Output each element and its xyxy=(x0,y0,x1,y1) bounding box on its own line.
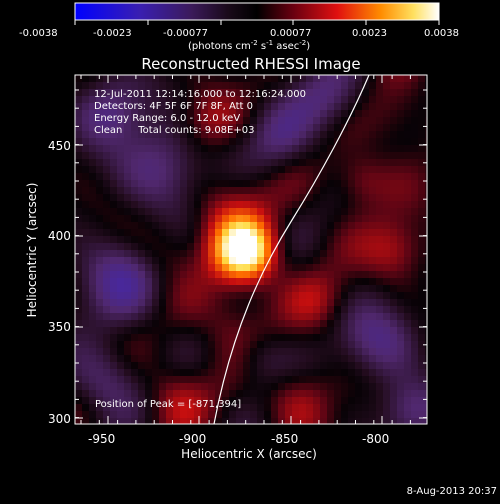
y-tick-label-1: 400 xyxy=(48,229,71,243)
solar-limb-line xyxy=(213,75,370,424)
colorbar-tick-label-3: 0.00077 xyxy=(270,28,311,39)
axis-ticks xyxy=(75,75,427,424)
y-tick-label-0: 450 xyxy=(48,139,71,153)
rhessi-image xyxy=(75,75,427,424)
y-tick-label-2: 350 xyxy=(48,320,71,334)
info-line-energy: Energy Range: 6.0 - 12.0 keV xyxy=(94,113,240,124)
colorbar-gradient xyxy=(74,2,440,21)
colorbar-units: (photons cm-2 s-1 asec-2) xyxy=(188,39,310,52)
plot-frame xyxy=(74,74,428,425)
footer-date: 8-Aug-2013 20:37 xyxy=(407,486,497,497)
x-tick-label-2: -850 xyxy=(271,432,298,446)
y-tick-label-3: 300 xyxy=(48,412,71,426)
x-tick-label-3: -800 xyxy=(362,432,389,446)
y-axis-label: Heliocentric Y (arcsec) xyxy=(25,183,39,318)
x-tick-label-1: -900 xyxy=(179,432,206,446)
colorbar-tick-label-2: -0.00077 xyxy=(163,28,208,39)
colorbar-tick-label-1: -0.0023 xyxy=(93,28,132,39)
colorbar-tick-label-4: 0.0023 xyxy=(352,28,387,39)
peak-position-label: Position of Peak = [-871,394] xyxy=(95,399,241,410)
image-title: Reconstructed RHESSI Image xyxy=(141,55,360,73)
colorbar-tick-label-5: 0.0038 xyxy=(424,28,459,39)
colorbar-ticks xyxy=(74,20,440,25)
x-axis-label: Heliocentric X (arcsec) xyxy=(181,447,317,461)
x-tick-label-0: -950 xyxy=(88,432,115,446)
info-line-detectors: Detectors: 4F 5F 6F 7F 8F, Att 0 xyxy=(94,101,253,112)
colorbar-tick-label-0: -0.0038 xyxy=(19,28,58,39)
info-block: 12-Jul-2011 12:14:16.000 to 12:16:24.000… xyxy=(94,89,306,136)
info-line-time: 12-Jul-2011 12:14:16.000 to 12:16:24.000 xyxy=(94,89,306,100)
heatmap-pixels xyxy=(75,75,427,424)
info-line-clean: Clean Total counts: 9.08E+03 xyxy=(94,125,254,136)
colorbar: -0.0038 -0.0023 -0.00077 0.00077 0.0023 … xyxy=(19,2,459,52)
